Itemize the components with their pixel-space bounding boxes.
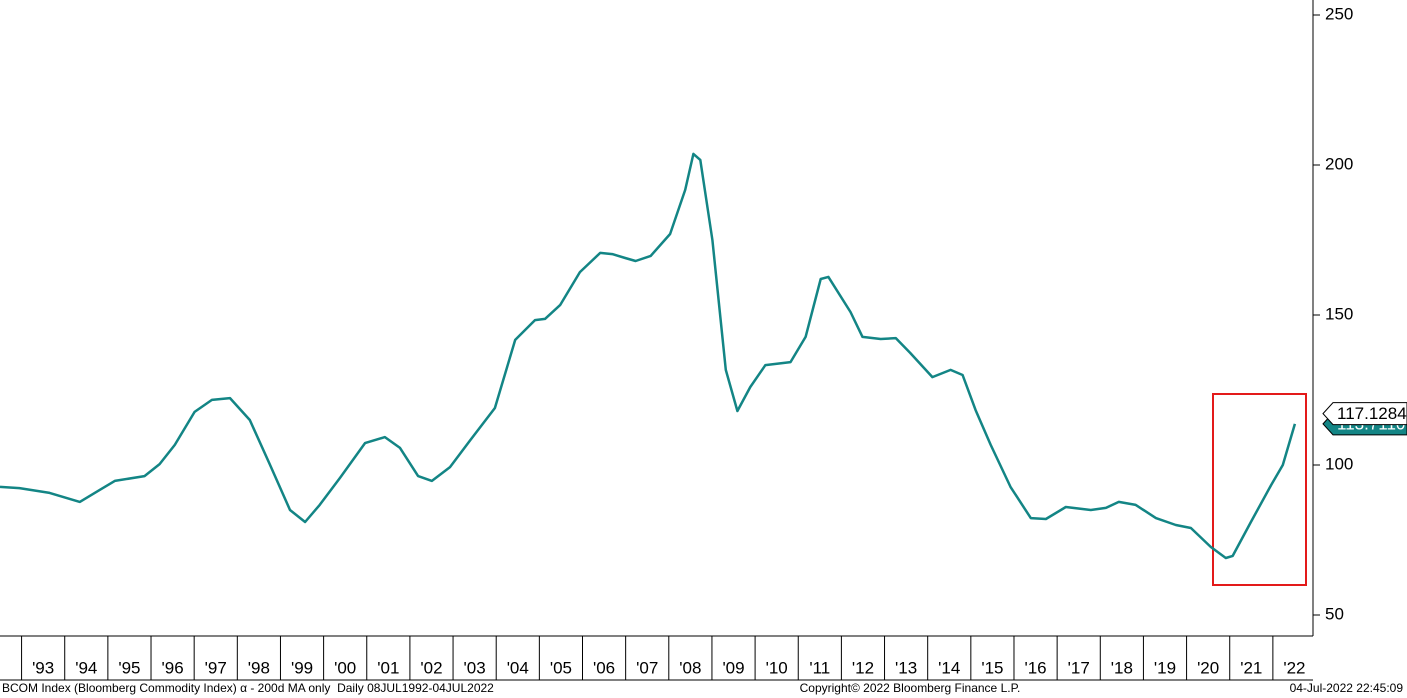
x-tick-label: '21 bbox=[1240, 658, 1262, 677]
x-tick-label: '16 bbox=[1024, 658, 1046, 677]
x-tick-label: '15 bbox=[981, 658, 1003, 677]
footer-right: 04-Jul-2022 22:45:09 bbox=[1290, 681, 1404, 695]
x-tick-label: '95 bbox=[118, 658, 140, 677]
x-tick-label: '12 bbox=[852, 658, 874, 677]
x-tick-label: '06 bbox=[593, 658, 615, 677]
price-label: 117.1284 bbox=[1337, 404, 1407, 423]
x-tick-label: '97 bbox=[205, 658, 227, 677]
x-tick-label: '09 bbox=[722, 658, 744, 677]
x-tick-label: '04 bbox=[507, 658, 529, 677]
footer-center: Copyright© 2022 Bloomberg Finance L.P. bbox=[800, 681, 1021, 695]
x-tick-label: '19 bbox=[1154, 658, 1176, 677]
x-tick-label: '10 bbox=[766, 658, 788, 677]
y-tick-label: 250 bbox=[1325, 4, 1353, 23]
x-tick-label: '01 bbox=[377, 658, 399, 677]
x-tick-label: '02 bbox=[420, 658, 442, 677]
x-tick-label: '11 bbox=[809, 658, 830, 677]
x-tick-label: '08 bbox=[679, 658, 701, 677]
x-tick-label: '13 bbox=[895, 658, 917, 677]
y-tick-label: 200 bbox=[1325, 154, 1353, 173]
x-tick-label: '98 bbox=[248, 658, 270, 677]
x-tick-label: '05 bbox=[550, 658, 572, 677]
highlight-box bbox=[1212, 393, 1307, 586]
x-tick-label: '22 bbox=[1283, 658, 1305, 677]
x-tick-label: '99 bbox=[291, 658, 313, 677]
x-tick-label: '96 bbox=[162, 658, 184, 677]
y-tick-label: 100 bbox=[1325, 454, 1353, 473]
y-tick-label: 150 bbox=[1325, 304, 1353, 323]
x-tick-label: '03 bbox=[464, 658, 486, 677]
y-tick-label: 50 bbox=[1325, 604, 1344, 623]
x-tick-label: '93 bbox=[32, 658, 54, 677]
x-tick-label: '18 bbox=[1111, 658, 1133, 677]
price-label-box bbox=[1322, 402, 1407, 426]
x-tick-label: '17 bbox=[1068, 658, 1090, 677]
x-tick-label: '20 bbox=[1197, 658, 1219, 677]
footer-left: BCOM Index (Bloomberg Commodity Index) α… bbox=[2, 681, 494, 695]
x-tick-label: '94 bbox=[75, 658, 97, 677]
x-tick-label: '14 bbox=[938, 658, 960, 677]
x-tick-label: '07 bbox=[636, 658, 658, 677]
x-tick-label: '00 bbox=[334, 658, 356, 677]
line bbox=[0, 152, 1297, 560]
